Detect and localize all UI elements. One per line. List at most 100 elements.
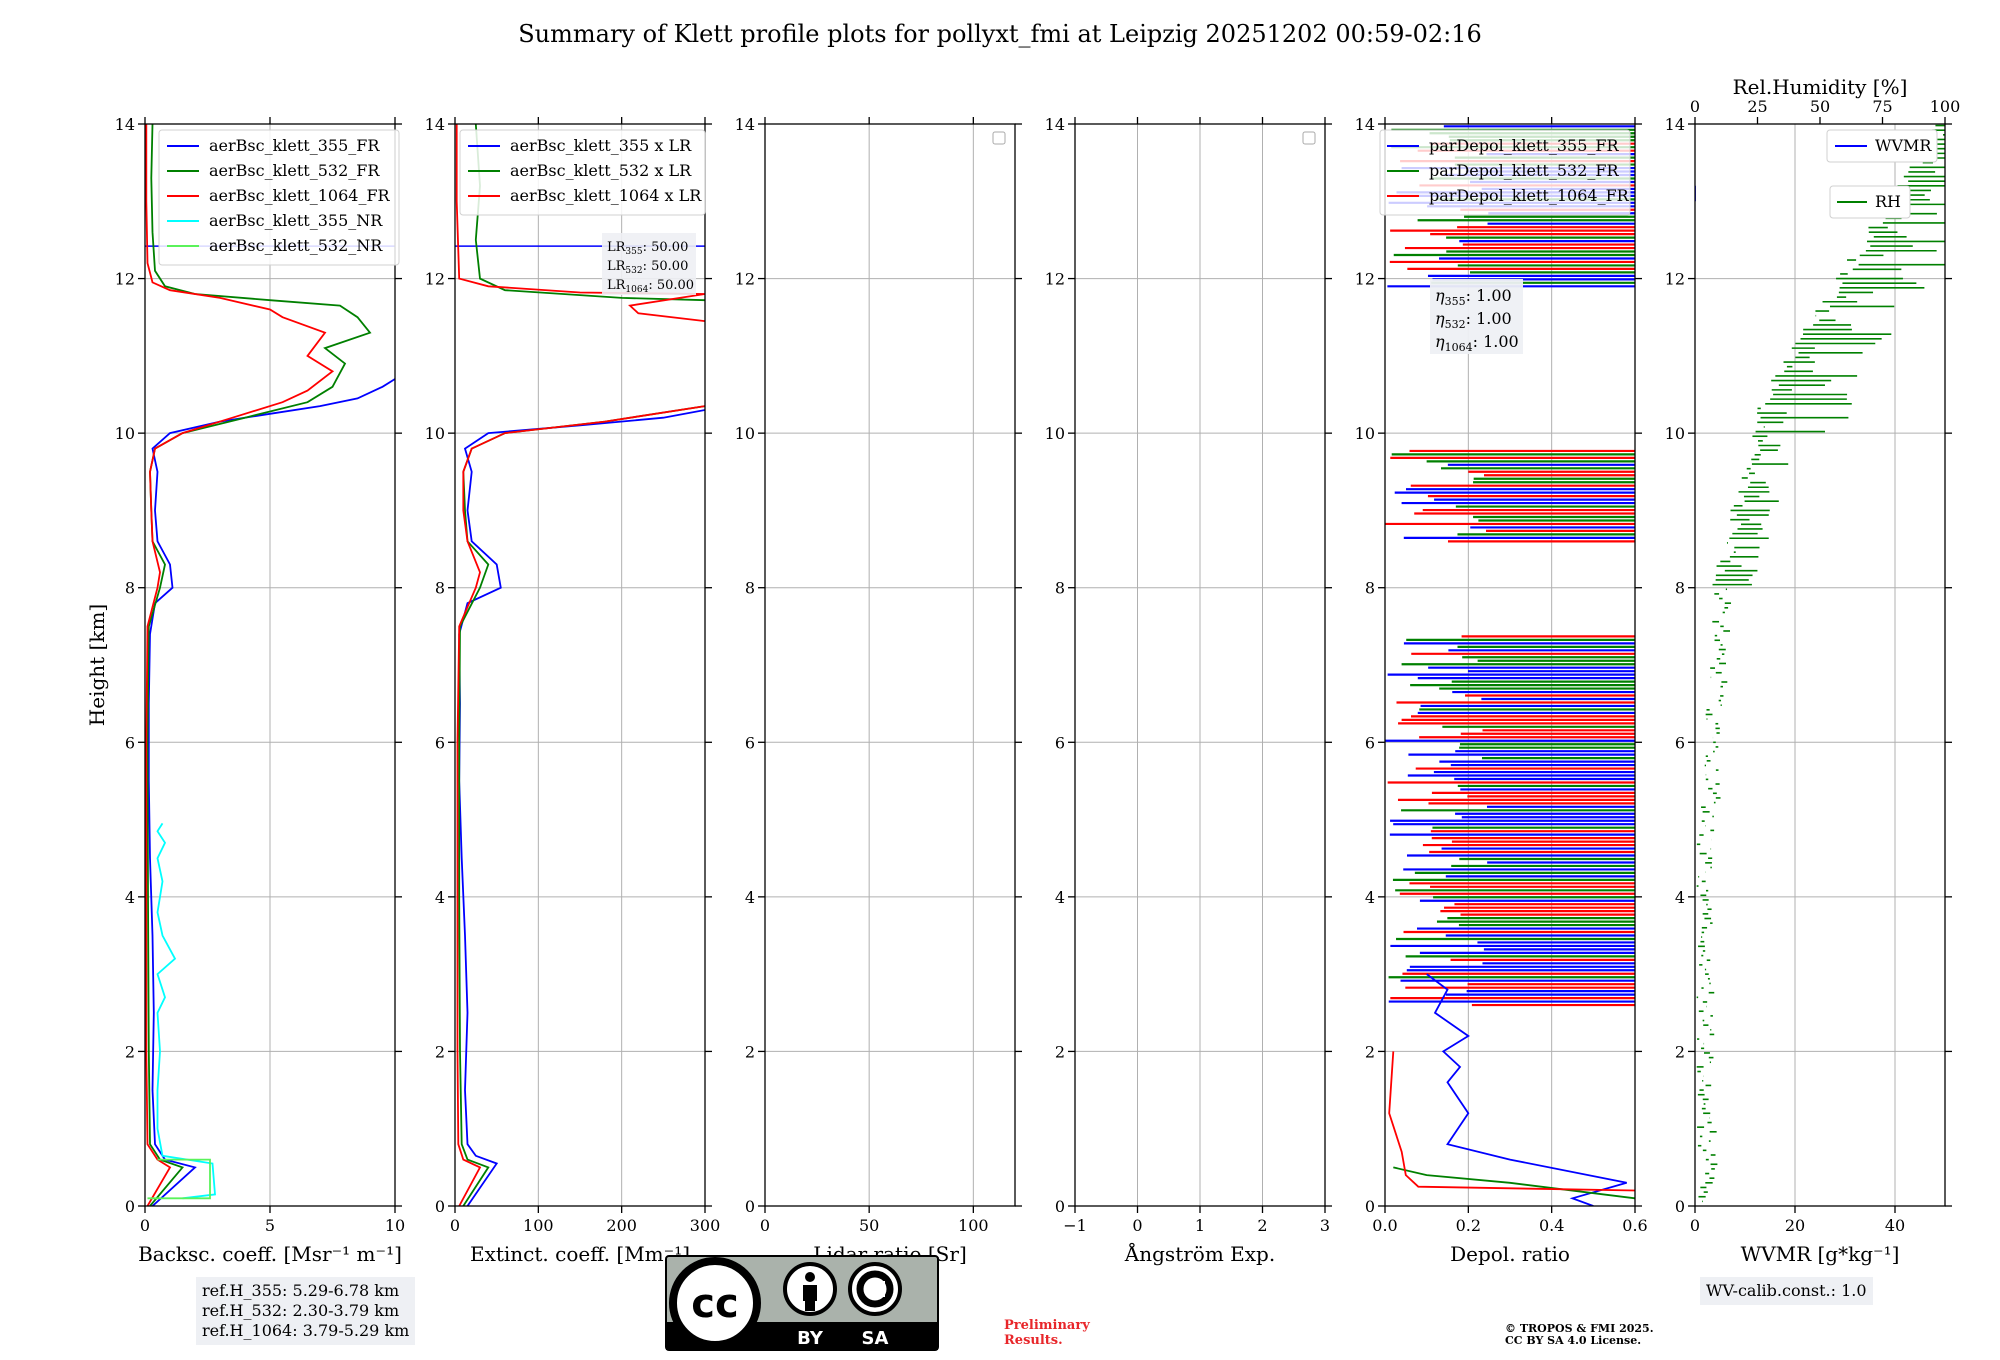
empty-legend-box: [1302, 131, 1316, 145]
ytick-label: 12: [425, 270, 445, 289]
xtick-label: 0.4: [1539, 1216, 1564, 1235]
copyright-note: © TROPOS & FMI 2025. CC BY SA 4.0 Licens…: [1505, 1323, 1654, 1347]
legend-box-bsc: [158, 129, 400, 266]
ytick-label: 2: [1055, 1042, 1065, 1061]
legend-label: parDepol_klett_532_FR: [1429, 161, 1620, 180]
xtick-label: 0: [140, 1216, 150, 1235]
ytick-label: 2: [1675, 1042, 1685, 1061]
legend-label: parDepol_klett_355_FR: [1429, 136, 1620, 155]
plot-area-bsc: [145, 124, 395, 1206]
ytick-label: 4: [125, 888, 135, 907]
legend-label: aerBsc_klett_1064 x LR: [510, 186, 702, 205]
xtick-label: 1: [1195, 1216, 1205, 1235]
xtick-label: 0: [1690, 1216, 1700, 1235]
series-upper-ext-1: [455, 124, 705, 322]
xtick-label: 0: [1132, 1216, 1142, 1235]
ytick-label: 0: [1675, 1197, 1685, 1216]
top-xtick-label: 75: [1872, 97, 1892, 116]
legend-box-depol: [1379, 129, 1631, 216]
series-bsc-2: [145, 124, 335, 1206]
ytick-label: 2: [435, 1042, 445, 1061]
ytick-label: 6: [1055, 733, 1065, 752]
xtick-label: 5: [265, 1216, 275, 1235]
series-depol-0: [1426, 973, 1627, 1206]
ytick-label: 0: [125, 1197, 135, 1216]
ytick-label: 4: [435, 888, 445, 907]
wv-calib-box: WV-calib.const.: 1.0: [1700, 1277, 1873, 1305]
ytick-label: 0: [1055, 1197, 1065, 1216]
xtick-label: 300: [690, 1216, 721, 1235]
top-xaxis-label: Rel.Humidity [%]: [1733, 75, 1908, 99]
plot-area-wv: [1695, 124, 1945, 1206]
ytick-label: 8: [125, 579, 135, 598]
xtick-label: −1: [1063, 1216, 1087, 1235]
series-bsc-4: [147, 1158, 211, 1200]
ytick-label: 8: [1055, 579, 1065, 598]
ytick-label: 0: [1365, 1197, 1375, 1216]
xtick-label: 20: [1785, 1216, 1805, 1235]
xaxis-label-wv: WVMR [g*kg⁻¹]: [1741, 1242, 1900, 1266]
top-xtick-label: 25: [1747, 97, 1767, 116]
copyright-line-1: © TROPOS & FMI 2025.: [1505, 1322, 1654, 1335]
legend-box-ext: [459, 129, 706, 216]
lr-annotation: LR1064: 50.00: [607, 278, 694, 295]
xtick-label: 2: [1257, 1216, 1267, 1235]
ytick-label: 14: [1045, 115, 1065, 134]
ytick-label: 4: [1055, 888, 1065, 907]
by-badge-text: BY: [797, 1328, 824, 1349]
ytick-label: 10: [1045, 424, 1065, 443]
eta-annotation: η532: 1.00: [1435, 309, 1512, 331]
empty-legend-box: [992, 131, 1006, 145]
ytick-label: 0: [435, 1197, 445, 1216]
ytick-label: 10: [1665, 424, 1685, 443]
xtick-label: 0.0: [1372, 1216, 1397, 1235]
ytick-label: 6: [1365, 733, 1375, 752]
legend-label: parDepol_klett_1064_FR: [1429, 186, 1630, 205]
ytick-label: 12: [735, 270, 755, 289]
legend-label: aerBsc_klett_355 x LR: [510, 136, 692, 155]
preliminary-note: Preliminary Results.: [1004, 1318, 1090, 1348]
ytick-label: 10: [735, 424, 755, 443]
plot-area-lr: [765, 124, 1015, 1206]
legend-box-wvmr: [1826, 129, 1938, 163]
eta-annotation: η1064: 1.00: [1435, 332, 1519, 354]
xtick-label: 50: [859, 1216, 879, 1235]
ytick-label: 8: [1675, 579, 1685, 598]
xaxis-label-ang: Ångström Exp.: [1124, 1241, 1275, 1266]
ref-height-1064: ref.H_1064: 3.79-5.29 km: [202, 1321, 410, 1340]
ytick-label: 2: [1365, 1042, 1375, 1061]
xtick-label: 3: [1320, 1216, 1330, 1235]
top-xtick-label: 0: [1690, 97, 1700, 116]
xtick-label: 40: [1885, 1216, 1905, 1235]
plot-area-ang: [1075, 124, 1325, 1206]
ytick-label: 10: [425, 424, 445, 443]
figure-title: Summary of Klett profile plots for polly…: [518, 20, 1482, 48]
axes-frame-depol: [1384, 123, 1636, 1207]
top-xtick-label: 100: [1930, 97, 1961, 116]
ytick-label: 14: [735, 115, 755, 134]
series-ext-0: [458, 409, 705, 1206]
xtick-label: 0: [760, 1216, 770, 1235]
ref-height-box: ref.H_355: 5.29-6.78 km ref.H_532: 2.30-…: [196, 1277, 416, 1345]
copyright-line-2: CC BY SA 4.0 License.: [1505, 1334, 1642, 1347]
xaxis-label-bsc: Backsc. coeff. [Msr⁻¹ m⁻¹]: [138, 1242, 402, 1266]
legend-label: RH: [1875, 192, 1901, 211]
ytick-label: 8: [745, 579, 755, 598]
xtick-label: 0.2: [1456, 1216, 1481, 1235]
xtick-label: 0.6: [1622, 1216, 1647, 1235]
plot-area-ext: [455, 124, 705, 1206]
axes-frame-lr: [764, 123, 1016, 1207]
lr-annotation-box: [602, 233, 696, 295]
ytick-label: 2: [125, 1042, 135, 1061]
ytick-label: 12: [1355, 270, 1375, 289]
series-bsc-3: [156, 822, 216, 1200]
wv-calib-text: WV-calib.const.: 1.0: [1706, 1281, 1867, 1300]
xaxis-label-depol: Depol. ratio: [1450, 1242, 1570, 1266]
legend-label: WVMR: [1875, 136, 1932, 155]
cc-badge-text: cc: [691, 1281, 738, 1327]
ytick-label: 6: [125, 733, 135, 752]
legend-label: aerBsc_klett_355_NR: [209, 211, 383, 230]
xtick-label: 100: [523, 1216, 554, 1235]
sa-badge-text: SA: [862, 1328, 889, 1349]
xtick-label: 100: [958, 1216, 989, 1235]
